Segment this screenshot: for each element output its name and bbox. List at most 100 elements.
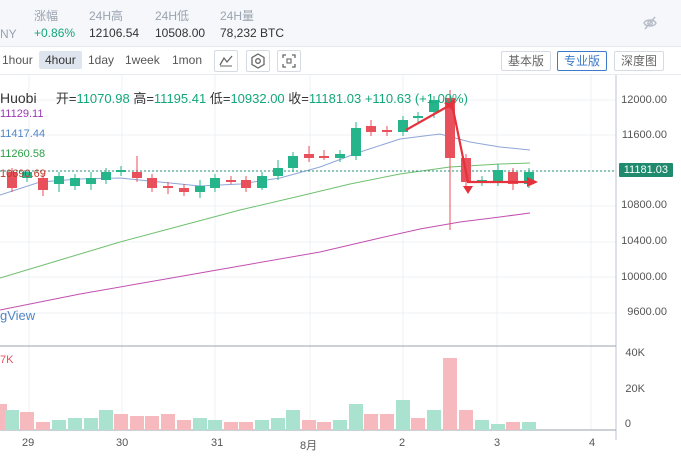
volume-bar — [333, 420, 347, 430]
y-label-10400: 10400.00 — [621, 235, 667, 247]
candle-body — [351, 128, 361, 156]
stat-change: 涨幅 +0.86% — [34, 9, 76, 40]
candle-body — [86, 178, 96, 184]
volume-bar — [20, 412, 34, 430]
gear-icon — [251, 53, 265, 69]
stat-24h-high: 24H高 12106.54 — [89, 9, 140, 40]
candle-body — [163, 186, 173, 188]
vol-label-20k: 20K — [625, 383, 645, 395]
indicator-button[interactable] — [214, 50, 238, 72]
x-label-29: 29 — [22, 437, 35, 449]
candle-body — [493, 170, 503, 182]
candle-body — [257, 176, 267, 188]
x-label-3: 3 — [494, 437, 501, 449]
candle-body — [147, 178, 157, 188]
ma-value-1: 11129.11 — [0, 108, 44, 120]
volume-bar — [52, 420, 66, 430]
volume-bar — [161, 414, 175, 430]
close-value: 11181.03 — [308, 91, 362, 106]
volume-label: 7K — [0, 354, 14, 366]
arrow-head-up — [444, 99, 456, 110]
candle-body — [398, 120, 408, 132]
volume-bar — [349, 404, 363, 430]
trend-arrow-line — [405, 102, 528, 184]
volume-bar — [302, 420, 316, 430]
volume-bar — [239, 422, 253, 430]
chart-line-icon — [219, 55, 233, 67]
volume-bar — [255, 420, 269, 430]
chart-toolbar: 1hour 4hour 1day 1week 1mon 基本版 专业版 深度图 — [0, 47, 681, 75]
view-depth-button[interactable]: 深度图 — [614, 51, 665, 71]
candle-body — [382, 130, 392, 132]
high-value: 11195.41 — [153, 91, 207, 106]
volume-bar — [99, 410, 113, 430]
candle-body — [288, 156, 298, 168]
ohlc-legend: Huobi 开=11070.98 高=11195.41 低=10932.00 收… — [0, 90, 468, 106]
tab-1day[interactable]: 1day — [88, 53, 115, 67]
volume-bar — [286, 410, 300, 430]
candle-body — [7, 172, 17, 188]
volume-bar — [380, 414, 394, 430]
y-label-10000: 10000.00 — [621, 271, 667, 283]
candle-body — [445, 98, 455, 158]
change-value: +110.63 (+1.00%) — [364, 91, 468, 106]
trend-arrows — [405, 99, 538, 194]
volume-bar — [224, 422, 238, 430]
x-label-31: 31 — [211, 437, 224, 449]
volume-bar — [0, 404, 7, 430]
view-basic-button[interactable]: 基本版 — [501, 51, 552, 71]
tab-1mon[interactable]: 1mon — [172, 53, 203, 67]
candle-body — [101, 172, 111, 180]
volume-bar — [427, 410, 441, 430]
tab-1hour[interactable]: 1hour — [2, 53, 33, 67]
candle-body — [429, 100, 439, 112]
y-label-9600: 9600.00 — [627, 306, 667, 318]
stat-cut-label: NY — [0, 27, 17, 41]
ma-value-2: 11417.44 — [0, 128, 46, 140]
candle-body — [132, 172, 142, 178]
volume-bar — [145, 416, 159, 430]
fullscreen-icon — [282, 54, 296, 68]
tab-4hour[interactable]: 4hour — [39, 51, 82, 69]
volume-bar — [208, 420, 222, 430]
volume-bar — [443, 358, 457, 430]
view-pro-button[interactable]: 专业版 — [557, 51, 608, 71]
volume-bar — [396, 400, 410, 430]
candle-body — [54, 176, 64, 184]
volume-bar — [491, 424, 505, 430]
ma-value-4: 10690.69 — [0, 168, 46, 180]
volume-bar — [177, 420, 191, 430]
x-label-2: 2 — [399, 437, 406, 449]
candles-group — [7, 90, 534, 230]
candle-body — [335, 154, 345, 158]
candle-body — [210, 178, 220, 188]
volume-bar — [364, 414, 378, 430]
candle-body — [179, 188, 189, 192]
candle-body — [273, 168, 283, 176]
tab-1week[interactable]: 1week — [125, 53, 160, 67]
stat-24h-low: 24H低 10508.00 — [155, 9, 206, 40]
volume-bar — [193, 418, 207, 430]
volume-bar — [271, 418, 285, 430]
vol-label-40k: 40K — [625, 347, 645, 359]
candle-body — [116, 170, 126, 172]
volume-bar — [411, 418, 425, 430]
volume-bar — [317, 422, 331, 430]
candle-body — [413, 116, 423, 118]
candle-body — [70, 178, 80, 186]
volume-bar — [114, 414, 128, 430]
hide-indicator-icon[interactable] — [641, 14, 659, 32]
current-price-tag: 11181.03 — [618, 163, 673, 177]
tradingview-watermark: gView — [0, 308, 36, 323]
volume-bar — [130, 416, 144, 430]
fullscreen-button[interactable] — [277, 50, 301, 72]
volume-bar — [84, 418, 98, 430]
y-label-10800: 10800.00 — [621, 199, 667, 211]
candle-body — [508, 172, 518, 184]
x-label-aug: 8月 — [300, 440, 318, 452]
settings-button[interactable] — [246, 50, 270, 72]
candle-body — [195, 186, 205, 192]
candle-body — [22, 172, 32, 178]
candle-body — [319, 156, 329, 158]
